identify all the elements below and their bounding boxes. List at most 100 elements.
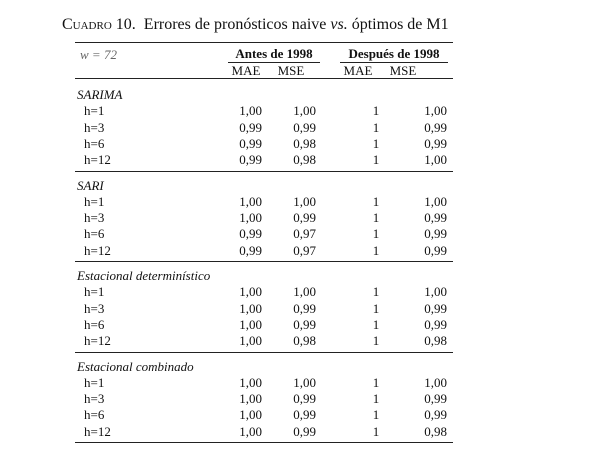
cell: 0,99 xyxy=(293,423,316,439)
cell: 1 xyxy=(372,242,380,258)
row-label: h=12 xyxy=(84,152,111,168)
caption-rest: óptimos de M1 xyxy=(351,16,449,33)
cell: 0,99 xyxy=(424,135,447,151)
row-label: h=3 xyxy=(84,300,105,316)
row-label: h=1 xyxy=(84,374,105,390)
column-group: Después de 1998 xyxy=(340,46,448,63)
cell: 0,99 xyxy=(424,391,447,407)
cell: 0,99 xyxy=(239,135,262,151)
row-label: h=6 xyxy=(84,316,105,332)
row-label: h=1 xyxy=(84,103,105,119)
cell: 1 xyxy=(372,284,380,300)
row-label: h=12 xyxy=(84,242,111,258)
cell: 1 xyxy=(372,119,380,135)
row-label: h=12 xyxy=(84,423,111,439)
cell: 1,00 xyxy=(424,103,447,119)
cell: 0,99 xyxy=(424,316,447,332)
cell: 0,99 xyxy=(293,119,316,135)
cell: 1 xyxy=(372,226,380,242)
cell: 1,00 xyxy=(239,284,262,300)
cell: 1,00 xyxy=(293,284,316,300)
cell: 0,98 xyxy=(424,333,447,349)
row-label: h=6 xyxy=(84,226,105,242)
cell: 1,00 xyxy=(424,374,447,390)
cell: 1 xyxy=(372,333,380,349)
cell: 0,99 xyxy=(293,316,316,332)
cell: 1 xyxy=(372,103,380,119)
caption-text: Errores de pronósticos naive xyxy=(143,16,327,33)
cell: 1,00 xyxy=(239,407,262,423)
cell: 1 xyxy=(372,374,380,390)
cell: 1,00 xyxy=(239,103,262,119)
cell: 1 xyxy=(372,316,380,332)
cell: 0,99 xyxy=(424,242,447,258)
cell: 0,99 xyxy=(424,407,447,423)
cell: 1,00 xyxy=(239,316,262,332)
header-rule xyxy=(75,78,453,79)
column-header: MSE xyxy=(277,63,305,78)
group-rule xyxy=(75,261,453,262)
cell: 0,99 xyxy=(293,210,316,226)
row-label: h=3 xyxy=(84,210,105,226)
bottom-rule xyxy=(75,442,453,443)
cell: 0,98 xyxy=(424,423,447,439)
cell: 0,99 xyxy=(293,300,316,316)
column-header: MAE xyxy=(231,63,261,78)
column-header: MAE xyxy=(343,63,373,78)
cell: 0,99 xyxy=(293,407,316,423)
cell: 0,99 xyxy=(424,300,447,316)
group-label: Estacional combinado xyxy=(77,358,194,374)
cell: 1 xyxy=(372,423,380,439)
row-label: h=1 xyxy=(84,193,105,209)
cell: 1,00 xyxy=(293,374,316,390)
group-rule xyxy=(75,351,453,353)
cell: 0,98 xyxy=(293,333,316,349)
cell: 1,00 xyxy=(239,193,262,209)
group-label: SARI xyxy=(77,177,104,193)
cell: 1 xyxy=(372,300,380,316)
cell: 0,99 xyxy=(293,391,316,407)
cell: 0,99 xyxy=(424,119,447,135)
cell: 1,00 xyxy=(239,374,262,390)
cell: 1 xyxy=(372,407,380,423)
cell: 1,00 xyxy=(239,423,262,439)
cell: 1,00 xyxy=(239,333,262,349)
cell: 0,99 xyxy=(424,226,447,242)
cell: 1,00 xyxy=(424,284,447,300)
row-label: h=6 xyxy=(84,135,105,151)
cell: 1,00 xyxy=(293,193,316,209)
cell: 0,98 xyxy=(293,152,316,168)
cell: 1 xyxy=(372,391,380,407)
cell: 0,99 xyxy=(424,210,447,226)
row-label: h=3 xyxy=(84,391,105,407)
cell: 0,99 xyxy=(239,152,262,168)
cell: 1,00 xyxy=(239,391,262,407)
cell: 0,98 xyxy=(293,135,316,151)
table-caption: Cuadro 10. Errores de pronósticos naive … xyxy=(62,16,449,34)
cell: 1 xyxy=(372,193,380,209)
cell: 1,00 xyxy=(293,103,316,119)
cell: 0,99 xyxy=(239,119,262,135)
cell: 1,00 xyxy=(424,152,447,168)
corner-label: w = 72 xyxy=(80,47,117,62)
group-label: SARIMA xyxy=(77,87,123,102)
cell: 1,00 xyxy=(239,210,262,226)
cell: 1 xyxy=(372,135,380,151)
group-label: Estacional determinístico xyxy=(77,268,211,283)
group-rule xyxy=(75,170,453,172)
cell: 0,99 xyxy=(239,242,262,258)
cell: 1 xyxy=(372,152,380,168)
row-label: h=3 xyxy=(84,119,105,135)
cell: 1 xyxy=(372,210,380,226)
caption-label: Cuadro 10. xyxy=(62,16,136,33)
row-label: h=1 xyxy=(84,284,105,300)
row-label: h=12 xyxy=(84,333,111,349)
column-group: Antes de 1998 xyxy=(228,46,320,63)
row-label: h=6 xyxy=(84,407,105,423)
cell: 1,00 xyxy=(424,193,447,209)
column-header: MSE xyxy=(389,63,417,78)
top-rule xyxy=(75,42,453,43)
cell: 0,99 xyxy=(239,226,262,242)
cell: 0,97 xyxy=(293,226,316,242)
